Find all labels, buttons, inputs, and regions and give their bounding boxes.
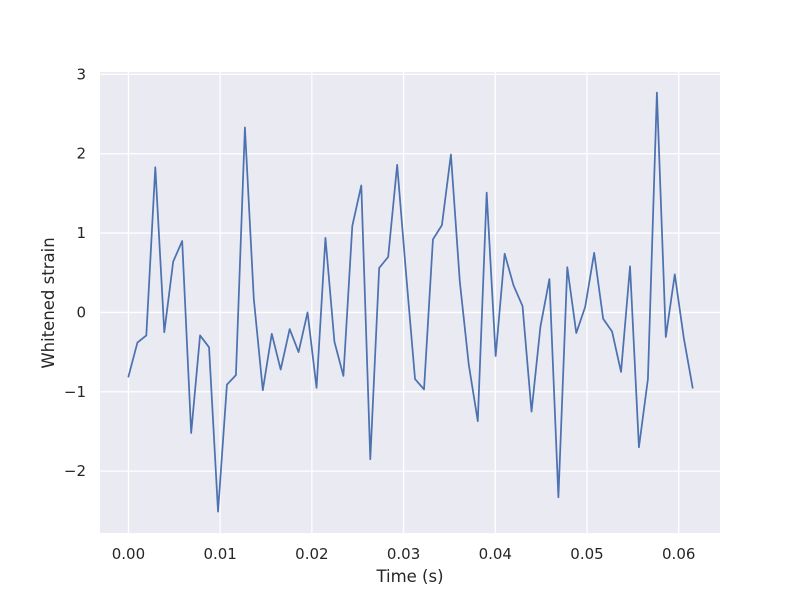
x-tick-label: 0.03 bbox=[387, 545, 420, 563]
y-tick-label: 2 bbox=[76, 145, 86, 163]
y-tick-label: 0 bbox=[76, 303, 86, 321]
y-axis-label: Whitened strain bbox=[39, 237, 58, 368]
x-axis-label: Time (s) bbox=[375, 567, 443, 586]
y-tick-labels: −2 −1 0 1 2 3 bbox=[64, 65, 86, 480]
x-tick-label: 0.02 bbox=[295, 545, 328, 563]
y-tick-label: 1 bbox=[76, 224, 86, 242]
x-tick-label: 0.05 bbox=[570, 545, 603, 563]
series-line bbox=[127, 91, 694, 513]
x-tick-labels: 0.00 0.01 0.02 0.03 0.04 0.05 0.06 bbox=[112, 545, 696, 563]
x-tick-label: 0.06 bbox=[662, 545, 695, 563]
x-tick-label: 0.04 bbox=[479, 545, 512, 563]
plot-background bbox=[100, 72, 720, 533]
y-tick-label: −2 bbox=[64, 462, 86, 480]
x-tick-label: 0.00 bbox=[112, 545, 145, 563]
y-tick-label: 3 bbox=[76, 65, 86, 83]
y-tick-label: −1 bbox=[64, 383, 86, 401]
x-tick-label: 0.01 bbox=[203, 545, 236, 563]
